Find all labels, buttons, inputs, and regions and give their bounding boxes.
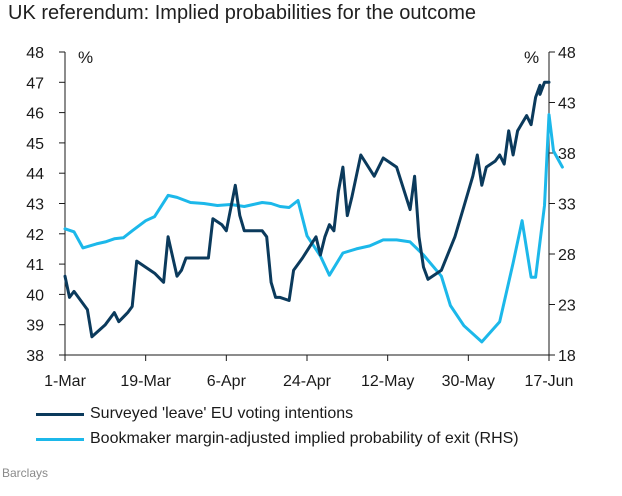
left-axis-tick-label-6: 44 [26, 166, 44, 183]
source-note: Barclays [2, 466, 49, 480]
left-axis-tick-label-10: 48 [26, 45, 44, 62]
legend-label-leave: Surveyed 'leave' EU voting intentions [90, 405, 354, 422]
series-line-leave-voting-intentions [63, 80, 551, 339]
left-axis-tick-label-5: 43 [26, 197, 44, 214]
series-line-bookmaker-probability [63, 113, 564, 344]
x-axis-tick-label-0: 1-Mar [44, 373, 86, 390]
legend-label-bookmaker: Bookmaker margin-adjusted implied probab… [90, 430, 519, 447]
left-axis-tick-label-8: 46 [26, 106, 44, 123]
right-axis-tick-label-6: 48 [558, 45, 576, 62]
right-axis-tick-label-0: 18 [558, 348, 576, 365]
right-axis-tick-label-5: 43 [558, 96, 576, 113]
legend-swatch-bookmaker [36, 437, 84, 441]
chart-title: UK referendum: Implied probabilities for… [8, 2, 477, 24]
legend-swatch-leave [36, 412, 84, 416]
left-axis-unit: % [78, 48, 93, 67]
right-axis-tick-label-2: 28 [558, 247, 576, 264]
legend-item-bookmaker-probability: Bookmaker margin-adjusted implied probab… [36, 428, 616, 450]
legend-item-leave-voting-intentions: Surveyed 'leave' EU voting intentions [36, 403, 616, 425]
left-axis-tick-label-4: 42 [26, 227, 44, 244]
left-axis-tick-label-9: 47 [26, 75, 44, 92]
x-axis-tick-label-3: 24-Apr [283, 373, 332, 390]
x-axis-tick-label-6: 17-Jun [525, 373, 574, 390]
series-lines [63, 80, 564, 344]
x-axis-tick-label-2: 6-Apr [207, 373, 247, 390]
x-axis-tick-label-1: 19-Mar [120, 373, 171, 390]
x-axis-tick-label-5: 30-May [442, 373, 495, 390]
left-axis-tick-label-3: 41 [26, 257, 44, 274]
left-axis-tick-label-0: 38 [26, 348, 44, 365]
right-axis-tick-label-3: 33 [558, 197, 576, 214]
axes: 38 39 40 41 42 43 44 45 46 47 48 18 23 28 33 38 43 48 1-Ma… [26, 45, 576, 390]
left-axis-tick-label-7: 45 [26, 136, 44, 153]
right-axis-unit: % [524, 48, 539, 67]
right-axis-tick-label-4: 38 [558, 146, 576, 163]
x-axis-tick-label-4: 12-May [361, 373, 414, 390]
left-axis-tick-label-1: 39 [26, 318, 44, 335]
left-axis-tick-label-2: 40 [26, 287, 44, 304]
right-axis-tick-label-1: 23 [558, 298, 576, 315]
